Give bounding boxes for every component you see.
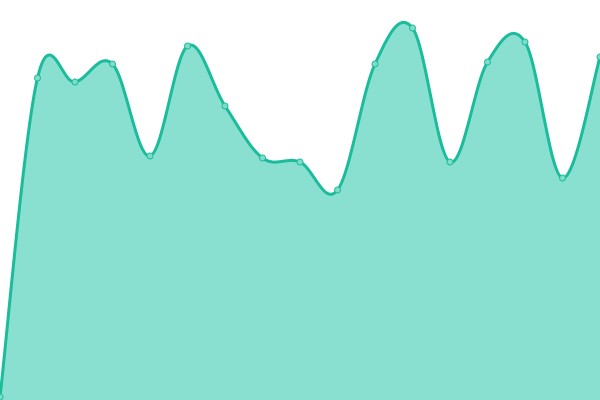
data-point-1 — [34, 74, 41, 82]
data-point-4 — [146, 152, 154, 160]
markers — [0, 24, 600, 400]
data-point-8 — [296, 158, 304, 166]
data-point-6 — [221, 102, 229, 110]
data-point-0 — [0, 393, 4, 400]
data-point-5 — [184, 42, 191, 50]
data-point-14 — [521, 38, 529, 46]
area-fill — [0, 22, 600, 400]
data-point-13 — [484, 58, 491, 66]
data-point-11 — [409, 24, 416, 32]
data-point-7 — [259, 154, 266, 162]
data-point-2 — [71, 78, 79, 86]
data-point-12 — [446, 158, 454, 166]
data-point-10 — [371, 60, 379, 68]
data-point-15 — [559, 174, 566, 182]
data-point-9 — [334, 186, 341, 194]
data-point-16 — [596, 53, 600, 61]
data-point-3 — [109, 60, 116, 68]
